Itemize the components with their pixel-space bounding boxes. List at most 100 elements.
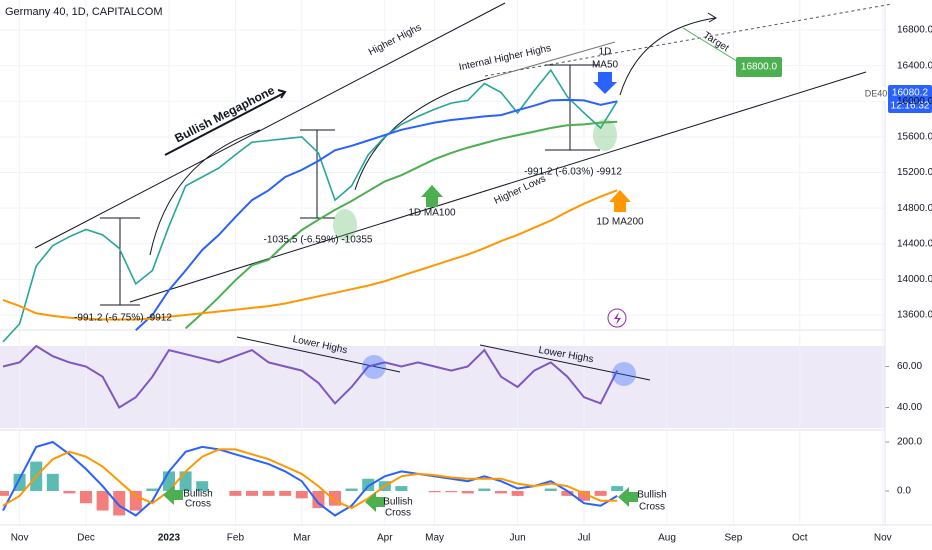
annotation: 16800.0 [741, 62, 778, 73]
y-tick-label: 15600.0 [897, 132, 932, 143]
histogram-bar [578, 490, 590, 501]
x-tick-label: Jul [578, 533, 591, 544]
highlight [362, 355, 386, 379]
megaphone-upper [34, 2, 506, 249]
histogram-bar [13, 473, 26, 491]
arrow-left [365, 492, 385, 512]
y-tick-label: 15200.0 [897, 167, 932, 178]
histogram-bar [611, 486, 624, 491]
chart-title: Germany 40, 1D, CAPITALCOM [5, 6, 163, 18]
target-line [682, 27, 741, 64]
dashed-line [484, 3, 893, 77]
histogram-bar [196, 481, 209, 491]
histogram-bar [461, 490, 474, 494]
last-price: 16080.2 [892, 88, 929, 99]
highlights [163, 57, 932, 512]
y-tick-label: 0.0 [897, 486, 911, 497]
histogram-bar [295, 490, 308, 499]
histogram-bar [0, 490, 9, 496]
event-icon-bolt [614, 312, 621, 325]
histogram-bar [594, 490, 607, 496]
histogram-bar [229, 490, 242, 496]
annotation: -1035.5 (-6.59%) -10355 [264, 235, 373, 246]
megaphone-lower [129, 71, 867, 303]
histogram-bar [246, 490, 258, 496]
annotation: Bullish [183, 489, 212, 500]
highlight [612, 362, 636, 386]
series-line [135, 98, 618, 331]
annotation: -991.2 (-6.03%) -9912 [524, 167, 622, 178]
histogram-bar [279, 490, 292, 496]
histogram-bar [478, 488, 491, 491]
series-line [2, 440, 618, 517]
x-tick-label: Feb [227, 533, 245, 544]
annotation: MA50 [592, 60, 619, 71]
histogram-bar [96, 490, 109, 511]
y-tick-label: 13600.0 [897, 310, 932, 321]
y-tick-label: 16400.0 [897, 60, 932, 71]
y-tick-label: 16800.0 [897, 25, 932, 36]
internal-line [489, 41, 616, 79]
series-line [2, 189, 618, 321]
annotation: Cross [639, 502, 665, 513]
grid [0, 0, 889, 525]
series-line [2, 344, 619, 409]
arrow-head [277, 89, 287, 99]
y-tick-label: 14400.0 [897, 238, 932, 249]
x-tick-label: Nov [11, 533, 29, 544]
series-line [2, 448, 618, 510]
histogram-bar [428, 490, 441, 493]
symbol: DE40 [865, 88, 888, 98]
target-path [619, 17, 716, 96]
highlight [333, 209, 357, 241]
histogram-bar [544, 488, 557, 491]
arrow-left [163, 485, 183, 505]
histogram-bar [129, 490, 142, 511]
histogram-bar [113, 490, 126, 516]
event-icon[interactable] [607, 308, 627, 328]
x-tick-label: Oct [792, 533, 808, 544]
annotation: Cross [385, 508, 411, 519]
x-tick-label: 2023 [158, 533, 181, 544]
y-tick-label: 40.00 [897, 402, 922, 413]
histogram-bar [262, 490, 275, 496]
arrow-down [593, 72, 617, 94]
arrow-head [707, 12, 717, 23]
y-tick-label: 14800.0 [897, 203, 932, 214]
annotation: Cross [185, 499, 211, 510]
rsi-band [0, 345, 885, 428]
annotation: Bullish [637, 490, 666, 501]
price-tag [888, 85, 932, 113]
x-tick-label: Dec [77, 533, 95, 544]
annotation: 1D [599, 47, 612, 58]
x-tick-label: Jun [510, 533, 526, 544]
arc [354, 77, 491, 191]
series-line [184, 120, 618, 330]
x-tick-label: Apr [377, 533, 393, 544]
target-box [736, 57, 782, 77]
symbol-tag [865, 87, 887, 101]
highlight [593, 119, 617, 151]
arrow-left [618, 487, 638, 507]
x-tick-label: Aug [658, 533, 676, 544]
histogram-bar [345, 488, 358, 491]
x-tick-label: Sep [725, 533, 743, 544]
y-tick-label: 200.0 [897, 437, 922, 448]
arrow-up [421, 185, 443, 207]
countdown: 12:16:32 [891, 101, 930, 112]
series-line [2, 68, 618, 343]
histogram-bar [362, 478, 375, 491]
x-tick-label: Mar [293, 533, 311, 544]
x-tick-label: Nov [874, 533, 892, 544]
histogram-bar [511, 490, 524, 496]
rsi-trend [479, 344, 651, 381]
y-tick-label: 14000.0 [897, 274, 932, 285]
histogram-bar [46, 473, 59, 491]
histogram-bar [80, 490, 92, 504]
histogram-bar [146, 488, 159, 491]
arrow-up [609, 190, 631, 212]
annotation: -991.2 (-6.75%) -9912 [74, 313, 172, 324]
histogram-bar [312, 490, 325, 509]
